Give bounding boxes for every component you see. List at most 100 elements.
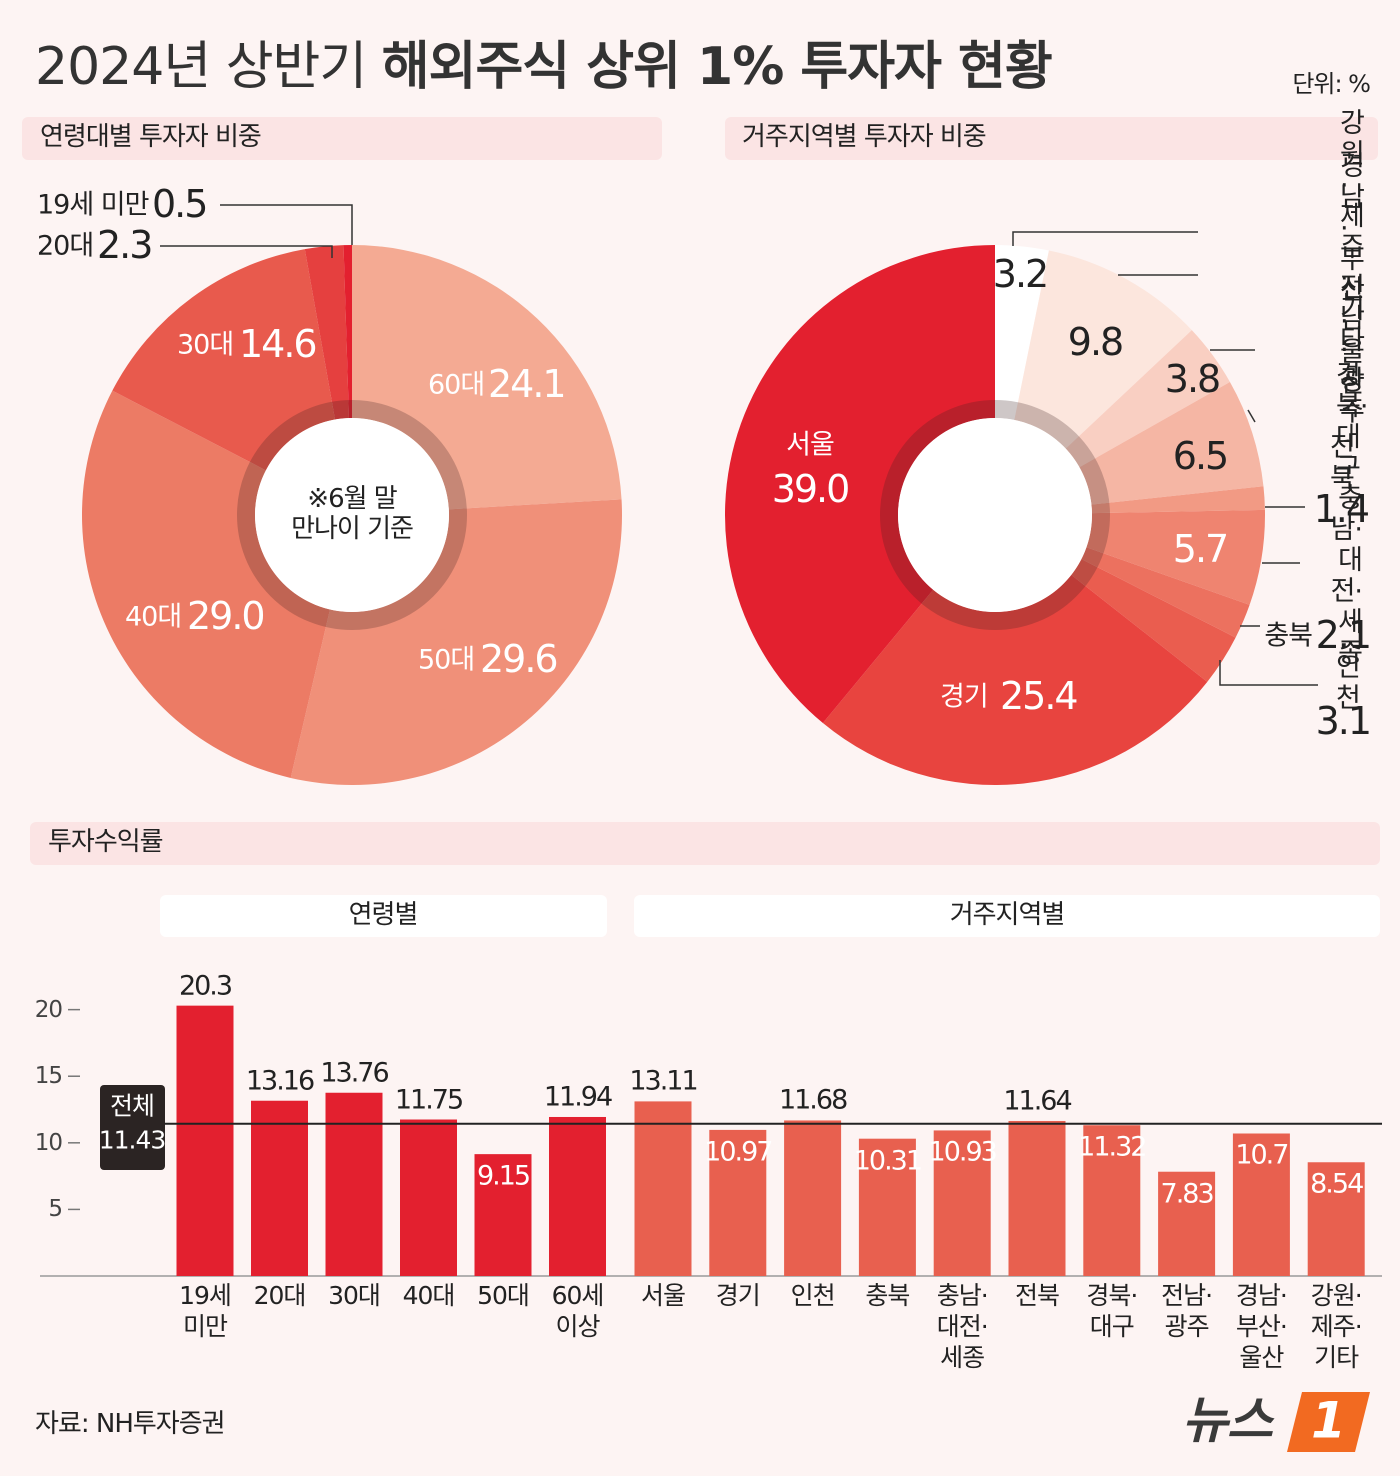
group-header-box bbox=[634, 895, 1380, 937]
bar-value: 10.7 bbox=[1235, 1139, 1289, 1171]
donut-hole bbox=[898, 418, 1092, 612]
y-tick-label: 5 bbox=[48, 1196, 63, 1223]
bar bbox=[325, 1092, 383, 1276]
logo-mark-box bbox=[1287, 1392, 1370, 1452]
bar bbox=[933, 1130, 991, 1276]
slice-value: 2.1 bbox=[1315, 613, 1372, 658]
slice-label: 50대 bbox=[418, 644, 475, 676]
slice-value: 29.0 bbox=[187, 594, 266, 639]
section-title: 연령대별 투자자 비중 bbox=[40, 122, 262, 153]
donut-slice bbox=[343, 245, 352, 419]
slice-label: 충남· 대전·세종 bbox=[1330, 482, 1363, 670]
donut-slice bbox=[725, 245, 995, 724]
bar-value: 11.94 bbox=[543, 1081, 613, 1113]
slice-label: 전남·광주 bbox=[1340, 272, 1365, 428]
slice-value: 0.5 bbox=[152, 182, 208, 227]
section-bar bbox=[22, 117, 662, 160]
slice-label: 경북·대구 bbox=[1336, 359, 1368, 485]
bar bbox=[784, 1120, 842, 1276]
bar-value: 13.16 bbox=[245, 1065, 315, 1097]
bar bbox=[1008, 1120, 1066, 1276]
x-tick-label: 강원· 제주· 기타 bbox=[1310, 1281, 1363, 1372]
slice-value: 39.0 bbox=[771, 467, 851, 512]
section-title: 거주지역별 투자자 비중 bbox=[742, 122, 987, 153]
reference-value: 11.43 bbox=[98, 1125, 167, 1155]
unit: 단위: % bbox=[1292, 70, 1371, 99]
bar-value: 7.83 bbox=[1160, 1178, 1215, 1210]
slice-label: 19세 미만 bbox=[37, 189, 149, 221]
x-tick-label: 60세 이상 bbox=[551, 1281, 605, 1341]
title-light: 2024년 상반기 bbox=[35, 37, 367, 98]
donut-slice bbox=[822, 574, 1208, 785]
donut-slice bbox=[1081, 547, 1250, 638]
bar-value: 11.68 bbox=[778, 1084, 848, 1116]
bar bbox=[400, 1119, 457, 1276]
donut-hole bbox=[255, 418, 449, 612]
y-tick-label: 15 bbox=[34, 1063, 63, 1089]
slice-label: 40대 bbox=[125, 601, 182, 633]
slice-label: 충북 bbox=[1264, 620, 1313, 652]
slice-value: 24.1 bbox=[488, 362, 567, 407]
leader-line bbox=[1012, 231, 1198, 246]
bar bbox=[1083, 1125, 1141, 1276]
x-tick-label: 인천 bbox=[790, 1281, 836, 1310]
donut-slice bbox=[1079, 381, 1264, 505]
x-tick-label: 전북 bbox=[1014, 1281, 1060, 1310]
bar bbox=[549, 1116, 606, 1276]
x-tick-label: 경남· 부산· 울산 bbox=[1235, 1281, 1288, 1372]
donut-slice bbox=[1086, 509, 1265, 605]
slice-value: 25.4 bbox=[1000, 674, 1079, 719]
bar-value: 13.76 bbox=[320, 1057, 389, 1089]
bar bbox=[858, 1138, 916, 1276]
slice-value: 3.1 bbox=[1315, 699, 1372, 744]
donut-slice bbox=[995, 245, 1049, 420]
x-tick-label: 19세 미만 bbox=[179, 1281, 232, 1341]
slice-label: 인천 bbox=[1336, 651, 1361, 714]
slice-label: 60대 bbox=[428, 369, 485, 401]
x-tick-label: 충남· 대전· 세종 bbox=[936, 1281, 989, 1372]
donut-slice bbox=[304, 245, 349, 420]
slice-value: 2.3 bbox=[97, 223, 153, 268]
bar bbox=[474, 1154, 532, 1276]
group-header: 거주지역별 bbox=[949, 900, 1066, 931]
x-tick-label: 40대 bbox=[402, 1281, 456, 1310]
x-tick-label: 50대 bbox=[477, 1281, 530, 1310]
donut-slice bbox=[1071, 559, 1236, 682]
bar bbox=[176, 1005, 234, 1276]
slice-value: 5.7 bbox=[1172, 527, 1229, 572]
bar bbox=[634, 1101, 692, 1276]
logo-text: 뉴스 bbox=[1182, 1391, 1273, 1450]
donut-slice bbox=[1091, 486, 1265, 514]
donut-inner-ring bbox=[237, 400, 467, 630]
leader-line bbox=[220, 204, 353, 245]
bar bbox=[1232, 1133, 1290, 1276]
slice-label: 서울 bbox=[786, 429, 835, 461]
bar-value: 20.3 bbox=[178, 970, 233, 1002]
slice-label: 30대 bbox=[177, 329, 234, 361]
group-header-box bbox=[160, 895, 607, 937]
source: 자료: NH투자증권 bbox=[35, 1409, 226, 1440]
bar bbox=[251, 1100, 308, 1276]
bar-value: 10.97 bbox=[704, 1136, 773, 1168]
x-tick-label: 경기 bbox=[715, 1281, 761, 1310]
slice-value: 14.6 bbox=[239, 322, 318, 367]
x-tick-label: 서울 bbox=[640, 1281, 686, 1310]
donut-slice bbox=[112, 249, 336, 471]
y-tick-label: 20 bbox=[34, 996, 63, 1023]
x-tick-label: 30대 bbox=[328, 1281, 381, 1310]
slice-label: 전북 bbox=[1330, 431, 1355, 494]
section-title: 투자수익률 bbox=[48, 827, 164, 858]
donut-slice bbox=[81, 390, 330, 778]
slice-value: 29.6 bbox=[480, 637, 559, 682]
section-bar bbox=[30, 822, 1380, 865]
bar-value: 11.75 bbox=[394, 1083, 464, 1115]
section-bar bbox=[725, 117, 1378, 160]
bar-value: 10.93 bbox=[928, 1136, 998, 1168]
slice-value: 3.8 bbox=[1164, 357, 1221, 402]
bar-value: 11.32 bbox=[1078, 1131, 1147, 1163]
donut-inner-ring bbox=[880, 400, 1110, 630]
reference-box bbox=[100, 1085, 165, 1170]
donut-slice bbox=[1014, 250, 1192, 449]
